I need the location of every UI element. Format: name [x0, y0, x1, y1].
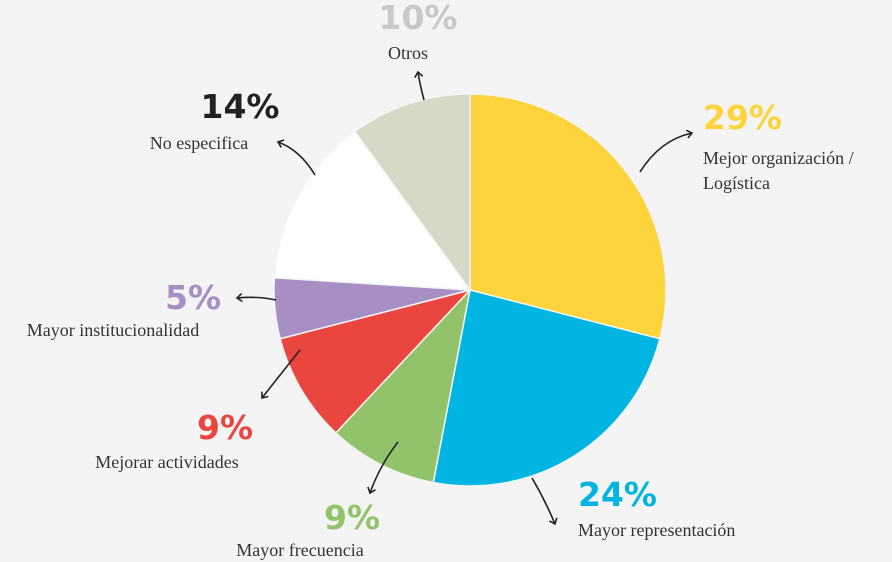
pie-slice	[469, 93, 667, 340]
value-label: 24%	[578, 475, 657, 514]
value-label: 10%	[378, 0, 458, 37]
leader-arrow	[235, 292, 277, 303]
leader-arrow	[531, 477, 558, 526]
pie-slice	[334, 287, 472, 484]
category-label: Mayor frecuencia	[236, 540, 364, 560]
leader-arrow	[639, 129, 694, 173]
leader-arrow	[261, 349, 301, 400]
category-label: Mejor organización / Logística	[703, 148, 854, 193]
value-label: 9%	[323, 498, 381, 537]
category-label: Otros	[388, 43, 428, 63]
leader-arrow	[414, 70, 425, 101]
value-label: 29%	[703, 98, 782, 137]
category-label: Mayor institucionalidad	[26, 320, 200, 340]
value-label: 5%	[164, 278, 222, 317]
leader-arrow	[367, 441, 399, 495]
pie-slice	[279, 288, 473, 434]
category-label: Mayor representación	[578, 520, 736, 540]
pie-slice	[432, 289, 661, 487]
value-label: 9%	[196, 408, 254, 447]
category-label: Mejorar actividades	[95, 452, 239, 472]
category-label: No especifica	[149, 133, 249, 153]
pie-slice	[273, 130, 472, 291]
leader-arrow	[276, 139, 316, 176]
pie-slice	[353, 93, 471, 293]
value-label: 14%	[200, 87, 280, 126]
